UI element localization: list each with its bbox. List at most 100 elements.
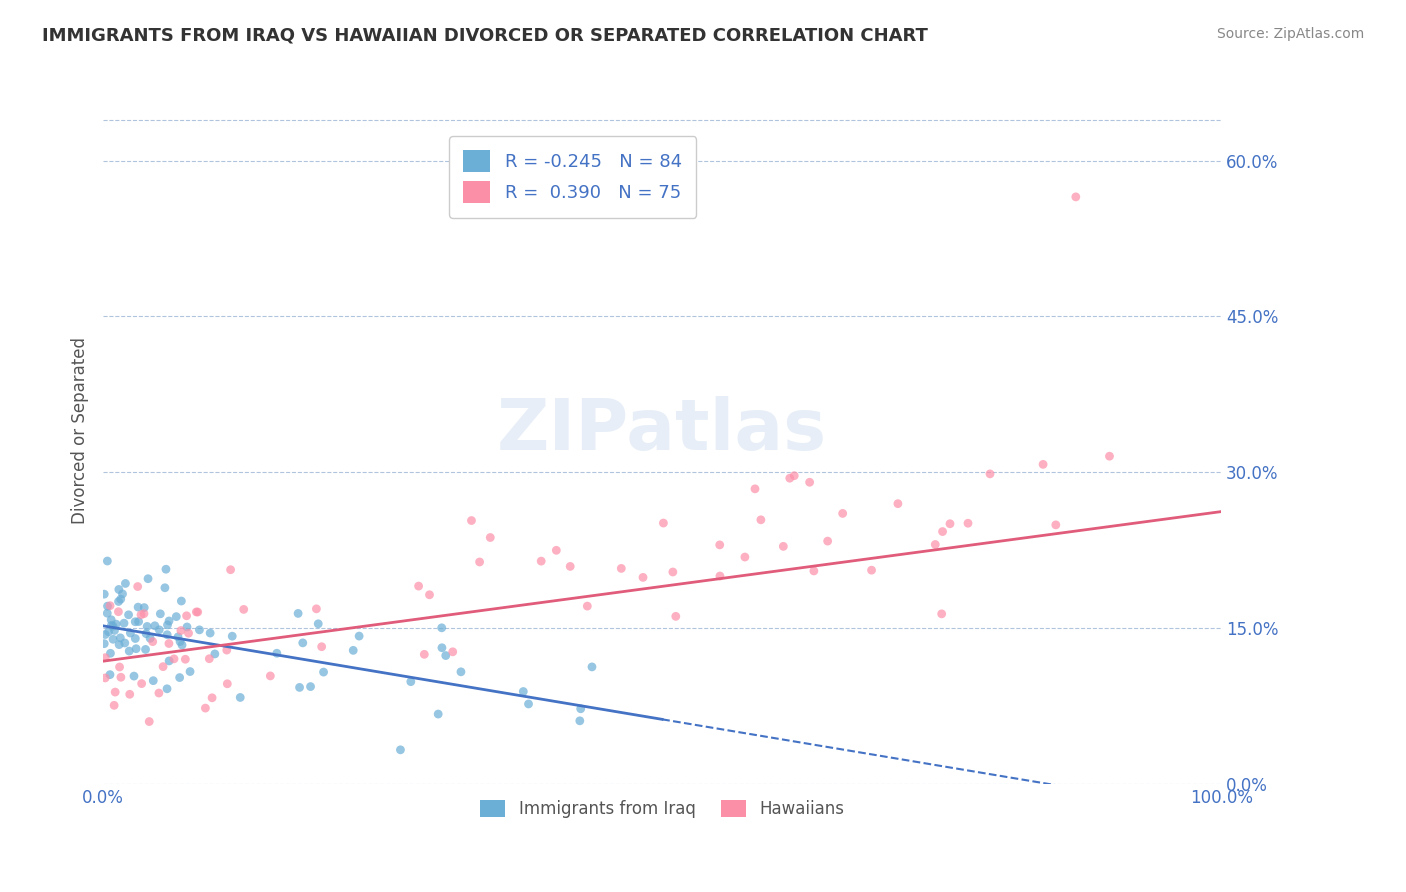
Point bbox=[413, 648, 436, 662]
Point bbox=[931, 524, 953, 539]
Point bbox=[98, 599, 121, 613]
Point bbox=[138, 714, 160, 729]
Point bbox=[772, 540, 794, 554]
Point bbox=[803, 564, 825, 578]
Point bbox=[307, 616, 329, 631]
Point bbox=[229, 690, 252, 705]
Point bbox=[110, 670, 132, 684]
Point bbox=[342, 643, 364, 657]
Point bbox=[434, 648, 457, 663]
Point bbox=[312, 665, 335, 679]
Point bbox=[204, 647, 226, 661]
Point bbox=[734, 549, 756, 564]
Point bbox=[259, 669, 281, 683]
Point bbox=[128, 615, 150, 629]
Point bbox=[188, 623, 211, 637]
Point bbox=[157, 654, 180, 668]
Point bbox=[107, 605, 129, 619]
Point bbox=[148, 686, 170, 700]
Point bbox=[101, 632, 124, 647]
Point bbox=[108, 582, 131, 597]
Point bbox=[167, 630, 190, 644]
Point bbox=[155, 562, 177, 576]
Point bbox=[530, 554, 553, 568]
Point bbox=[94, 650, 117, 665]
Point bbox=[174, 652, 197, 666]
Point bbox=[924, 537, 946, 551]
Point bbox=[287, 607, 309, 621]
Point bbox=[100, 646, 122, 660]
Point bbox=[576, 599, 599, 613]
Point bbox=[108, 660, 131, 674]
Point bbox=[94, 671, 117, 685]
Point bbox=[179, 665, 201, 679]
Point bbox=[142, 673, 165, 688]
Point bbox=[139, 632, 162, 646]
Point bbox=[176, 620, 198, 634]
Point bbox=[122, 669, 145, 683]
Y-axis label: Divorced or Separated: Divorced or Separated bbox=[72, 337, 89, 524]
Point bbox=[129, 607, 152, 622]
Legend: Immigrants from Iraq, Hawaiians: Immigrants from Iraq, Hawaiians bbox=[474, 793, 851, 825]
Point bbox=[170, 638, 193, 652]
Point bbox=[110, 631, 132, 645]
Point bbox=[517, 697, 540, 711]
Point bbox=[217, 677, 239, 691]
Point bbox=[114, 636, 136, 650]
Point bbox=[749, 513, 772, 527]
Point bbox=[186, 605, 208, 619]
Point bbox=[709, 569, 731, 583]
Point bbox=[860, 563, 883, 577]
Point bbox=[831, 507, 853, 521]
Point bbox=[153, 581, 176, 595]
Point bbox=[299, 680, 322, 694]
Point bbox=[665, 609, 688, 624]
Point bbox=[93, 587, 115, 601]
Point bbox=[1045, 517, 1067, 532]
Point bbox=[136, 572, 159, 586]
Point bbox=[170, 624, 193, 638]
Point bbox=[1098, 449, 1121, 463]
Point bbox=[219, 563, 242, 577]
Point bbox=[347, 629, 370, 643]
Point bbox=[1032, 458, 1054, 472]
Point bbox=[124, 615, 146, 629]
Point bbox=[118, 687, 141, 701]
Point bbox=[142, 634, 165, 648]
Point bbox=[662, 565, 685, 579]
Point bbox=[134, 600, 156, 615]
Point bbox=[1064, 190, 1087, 204]
Text: ZIPatlas: ZIPatlas bbox=[498, 396, 827, 465]
Point bbox=[157, 636, 180, 650]
Point bbox=[546, 543, 568, 558]
Point bbox=[187, 605, 209, 619]
Point bbox=[311, 640, 333, 654]
Point bbox=[232, 602, 254, 616]
Point bbox=[631, 570, 654, 584]
Point bbox=[460, 514, 482, 528]
Point bbox=[939, 516, 962, 531]
Point bbox=[427, 707, 450, 722]
Point bbox=[96, 599, 118, 614]
Point bbox=[931, 607, 953, 621]
Point bbox=[569, 702, 592, 716]
Point bbox=[783, 468, 806, 483]
Point bbox=[450, 665, 472, 679]
Point bbox=[107, 594, 129, 608]
Point bbox=[156, 681, 179, 696]
Point bbox=[100, 613, 122, 627]
Point bbox=[956, 516, 979, 531]
Point bbox=[131, 676, 153, 690]
Point bbox=[149, 607, 172, 621]
Point bbox=[165, 609, 187, 624]
Point bbox=[127, 600, 149, 615]
Point bbox=[430, 621, 453, 635]
Point bbox=[127, 580, 149, 594]
Point bbox=[560, 559, 582, 574]
Point bbox=[389, 743, 412, 757]
Point bbox=[148, 623, 170, 637]
Point bbox=[512, 684, 534, 698]
Point bbox=[198, 651, 221, 665]
Point bbox=[112, 616, 135, 631]
Point bbox=[118, 644, 141, 658]
